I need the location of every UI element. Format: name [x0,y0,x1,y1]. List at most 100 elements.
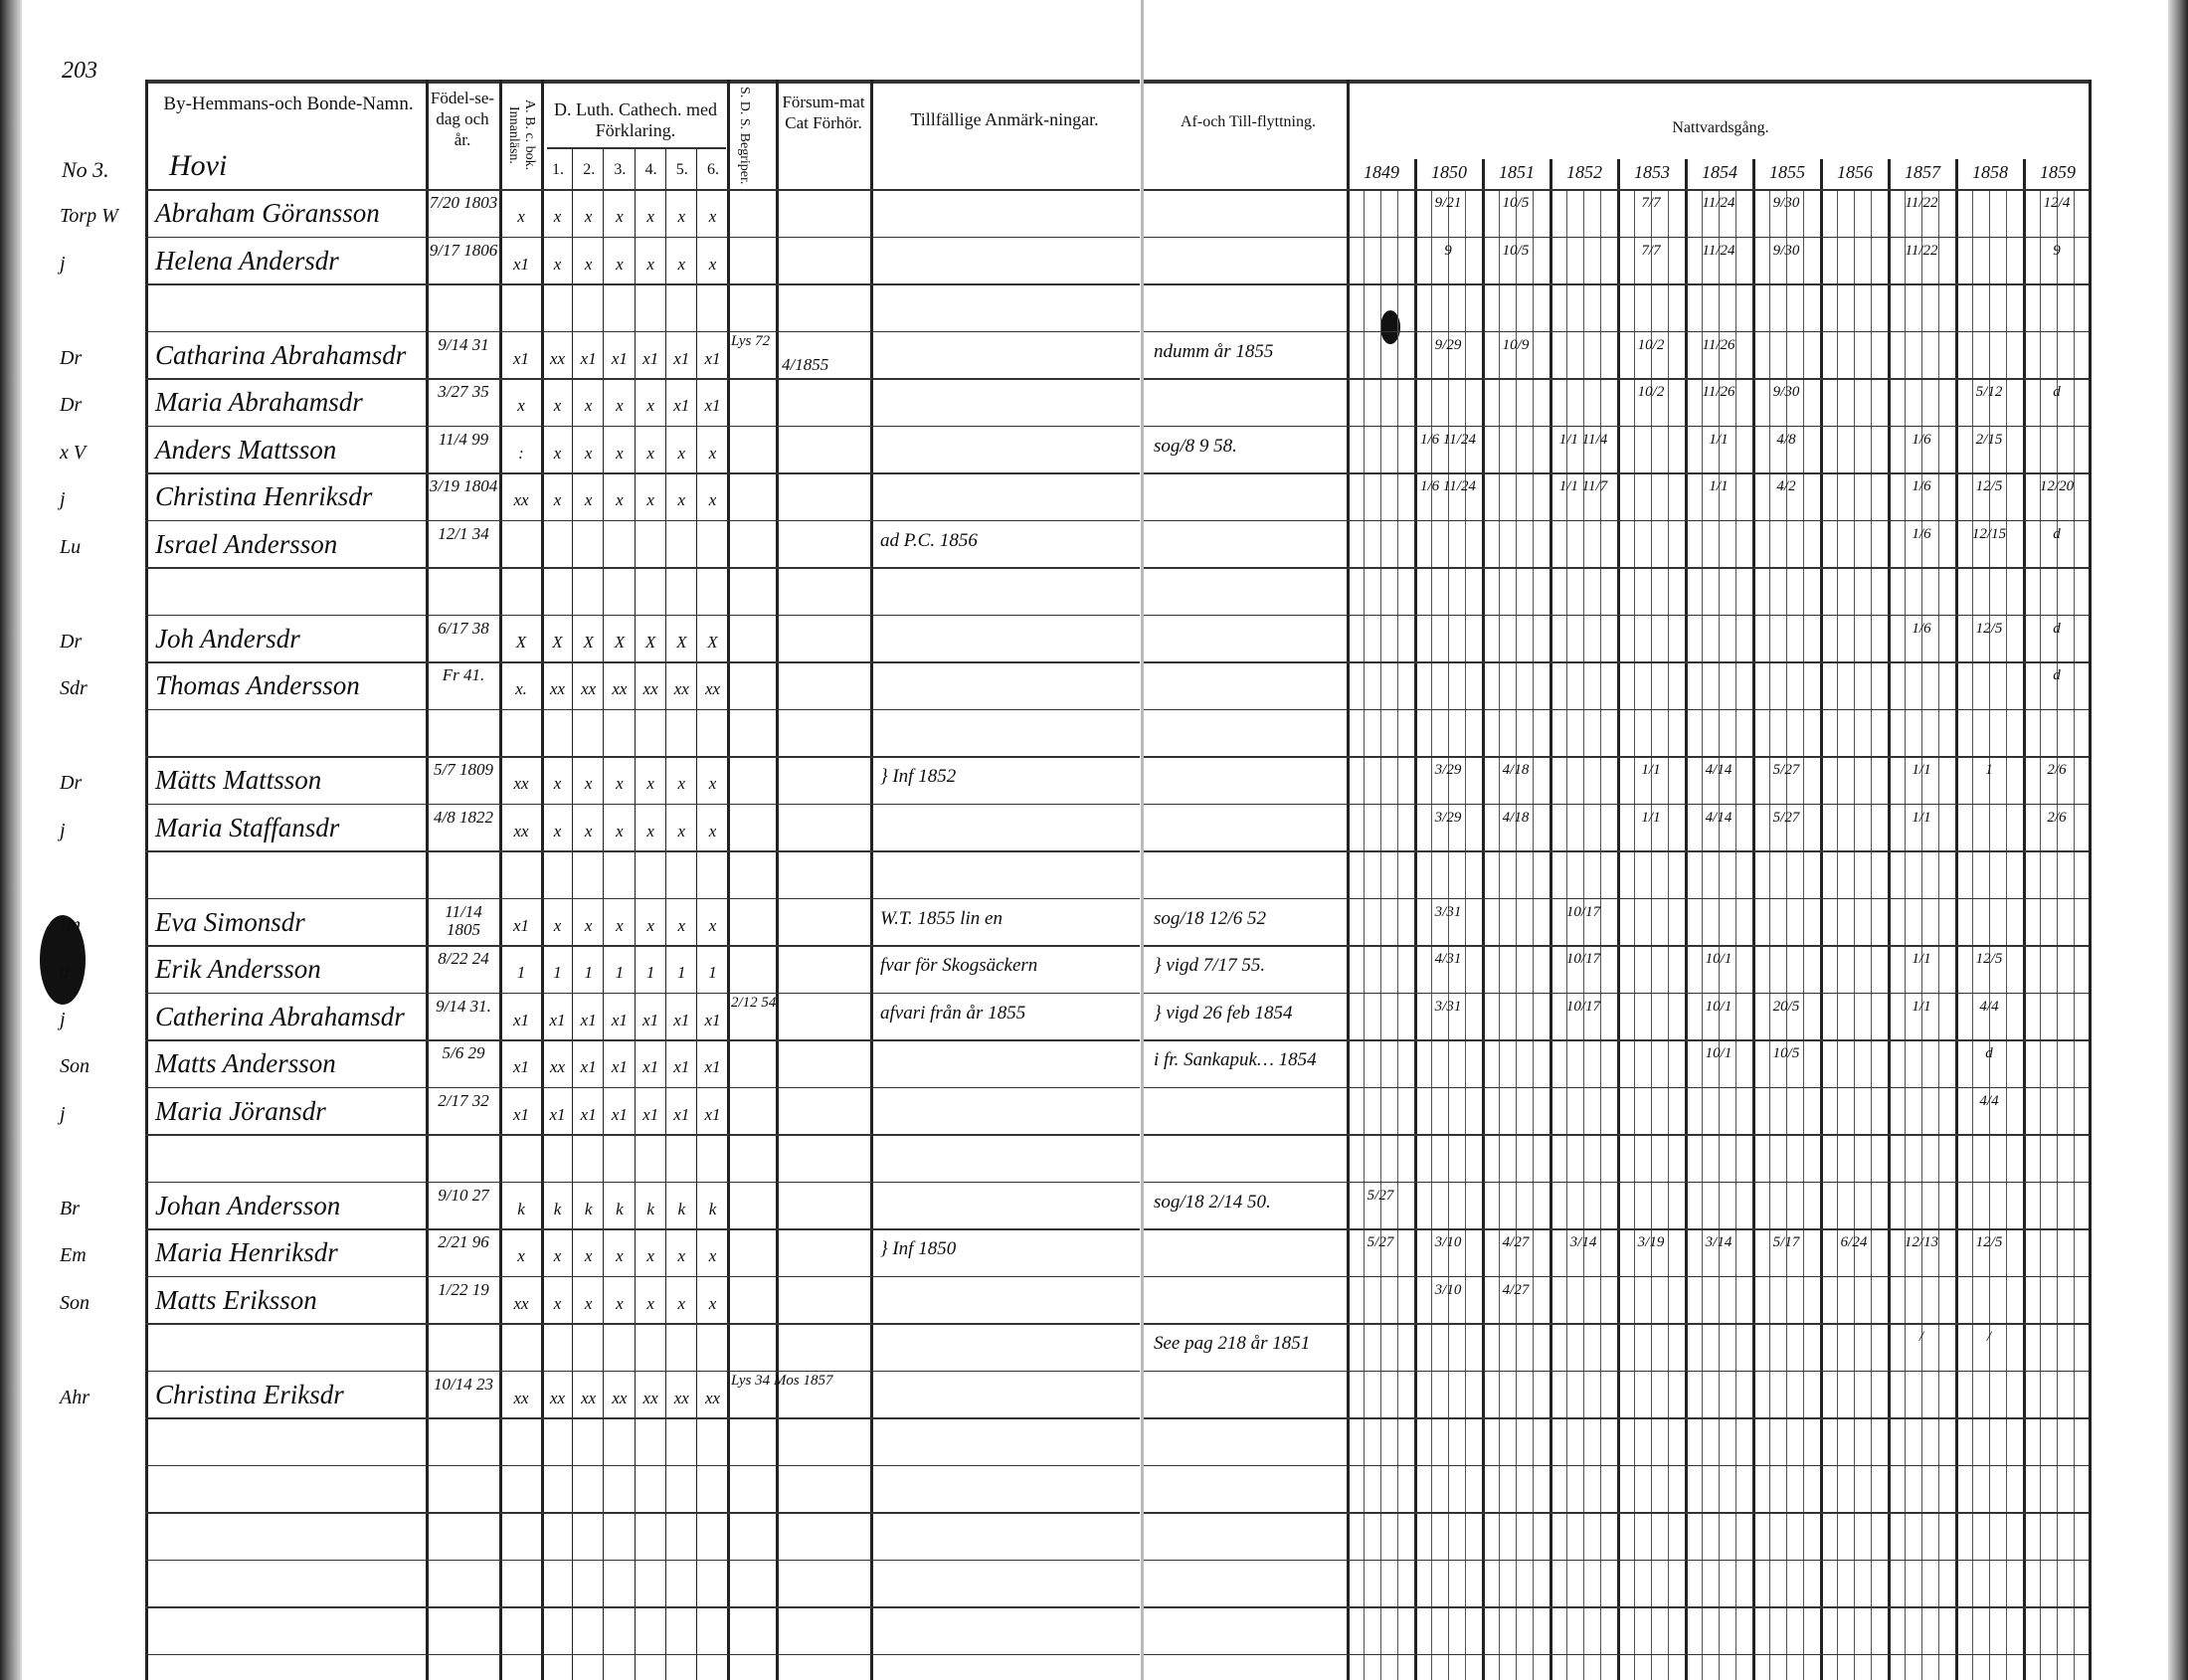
ab-reading-mark: xx [513,821,529,840]
communion-date: 12/15 [1971,525,2007,542]
row-rule [145,1417,1140,1419]
communion-date: 9 [1444,242,1452,259]
communion-date: 1/1 [1912,951,1931,967]
moving-note: sog/18 2/14 50. [1154,1191,1271,1213]
communion-date: 1/6 [1912,431,1931,448]
sds-note: Lys 72 [731,332,771,349]
communion-date: 4/18 [1502,762,1530,778]
row-rule [145,1134,1140,1136]
row-rule [145,708,1140,710]
communion-date: 3/10 [1434,1234,1462,1250]
row-rule [1144,1370,2089,1372]
ab-reading-mark: x1 [512,348,530,368]
catechism-mark: x [708,490,717,509]
relation-prefix: j [60,488,66,510]
communion-date: 3/14 [1569,1234,1597,1250]
communion-date: 10/5 [1772,1045,1800,1061]
catechism-mark: xx [581,1388,597,1407]
catechism-mark: x [584,490,593,509]
catechism-mark: xx [549,348,566,368]
catechism-mark: x1 [611,1057,628,1076]
communion-date: 7/7 [1641,242,1661,259]
communion-date: 4/8 [1776,431,1796,448]
person-name: Maria Henriksdr [155,1237,338,1267]
birth-date: 11/14 1805 [445,901,482,939]
communion-date: d [2053,384,2061,400]
sds-note: 2/12 54 [731,994,777,1011]
year-subrule [1364,189,1365,1680]
catechism-mark: x [646,821,654,840]
communion-date: 12/13 [1904,1234,1939,1250]
communion-date: 1/1 [1912,809,1931,826]
communion-date: d [2053,525,2061,542]
catechism-mark: x [646,1293,654,1313]
moving-note: } vigd 26 feb 1854 [1154,1002,1293,1024]
person-name: Maria Abrahamsdr [155,387,363,417]
communion-date: 4/27 [1502,1234,1530,1250]
catechism-mark: x [646,396,654,415]
catechism-mark: xx [549,1057,566,1076]
moving-note: See pag 218 år 1851 [1154,1333,1311,1354]
catechism-mark: 1 [677,963,686,982]
header-communion: Nattvardsgång. [1672,119,1769,136]
column-rule [426,80,429,1680]
header-rule-left [145,189,1140,191]
year-rule [1752,159,1755,1680]
column-rule [145,80,148,1680]
year-subrule [1668,189,1669,1680]
communion-date: 6/24 [1840,1234,1868,1250]
birth-date: 9/14 31. [436,996,491,1016]
year-subrule [1516,189,1517,1680]
row-rule [145,1464,1140,1466]
catechism-mark: x1 [704,396,721,415]
communion-date: 10/5 [1502,242,1530,259]
birth-date: 9/17 1806 [429,240,498,260]
communion-date: 1/6 [1912,620,1931,637]
catechism-part-1: 1. [552,161,564,178]
row-rule [145,1653,1140,1655]
communion-date: 4/31 [1434,951,1462,967]
row-rule [1144,1559,2089,1561]
birth-date: 7/20 1803 [429,193,498,212]
row-rule [1144,1275,2089,1277]
remark-text: W.T. 1855 lin en [880,907,1003,929]
neglected-note: 4/1855 [782,354,829,374]
ab-reading-mark: x. [515,679,527,698]
moving-note: sog/8 9 58. [1154,435,1237,457]
communion-date: 5/27 [1367,1234,1394,1250]
catechism-mark: x [616,1246,624,1265]
row-rule [145,756,1140,758]
village-name: Hovi [169,149,228,182]
communion-date: 2/6 [2047,809,2067,826]
year-subrule [1854,189,1855,1680]
catechism-part-6: 6. [707,161,719,178]
remark-text: fvar för Skogsäckern [880,955,1038,976]
ab-reading-mark: x [517,396,525,415]
catechism-mark: x1 [611,348,628,368]
catechism-mark: x [708,915,717,935]
communion-date: 11/26 [1702,384,1735,400]
catechism-mark: x1 [704,1010,721,1029]
communion-date: 11/22 [1905,242,1938,259]
year-subrule [1719,189,1720,1680]
communion-date: 4/14 [1705,809,1732,826]
book-gutter [1141,0,1144,1680]
catechism-mark: x1 [611,1010,628,1029]
catechism-mark: x [553,915,562,935]
relation-prefix: Br [60,1197,80,1219]
row-rule [145,1512,1140,1514]
row-rule [1144,1512,2089,1514]
catechism-mark: x [584,915,593,935]
household-number: No 3. [62,157,109,182]
remark-text: } Inf 1852 [880,766,957,787]
communion-date: 12/5 [1975,951,2003,967]
catechism-mark: x1 [580,348,597,368]
row-rule [145,945,1140,947]
communion-date: 3/14 [1705,1234,1732,1250]
communion-date: 1/1 [1641,762,1661,778]
communion-date: 4/2 [1776,478,1796,494]
header-remarks: Tillfällige Anmärk-ningar. [910,109,1099,129]
year-subrule [1972,189,1973,1680]
catechism-mark: x [553,207,562,226]
ab-reading-mark: xx [513,1388,529,1407]
